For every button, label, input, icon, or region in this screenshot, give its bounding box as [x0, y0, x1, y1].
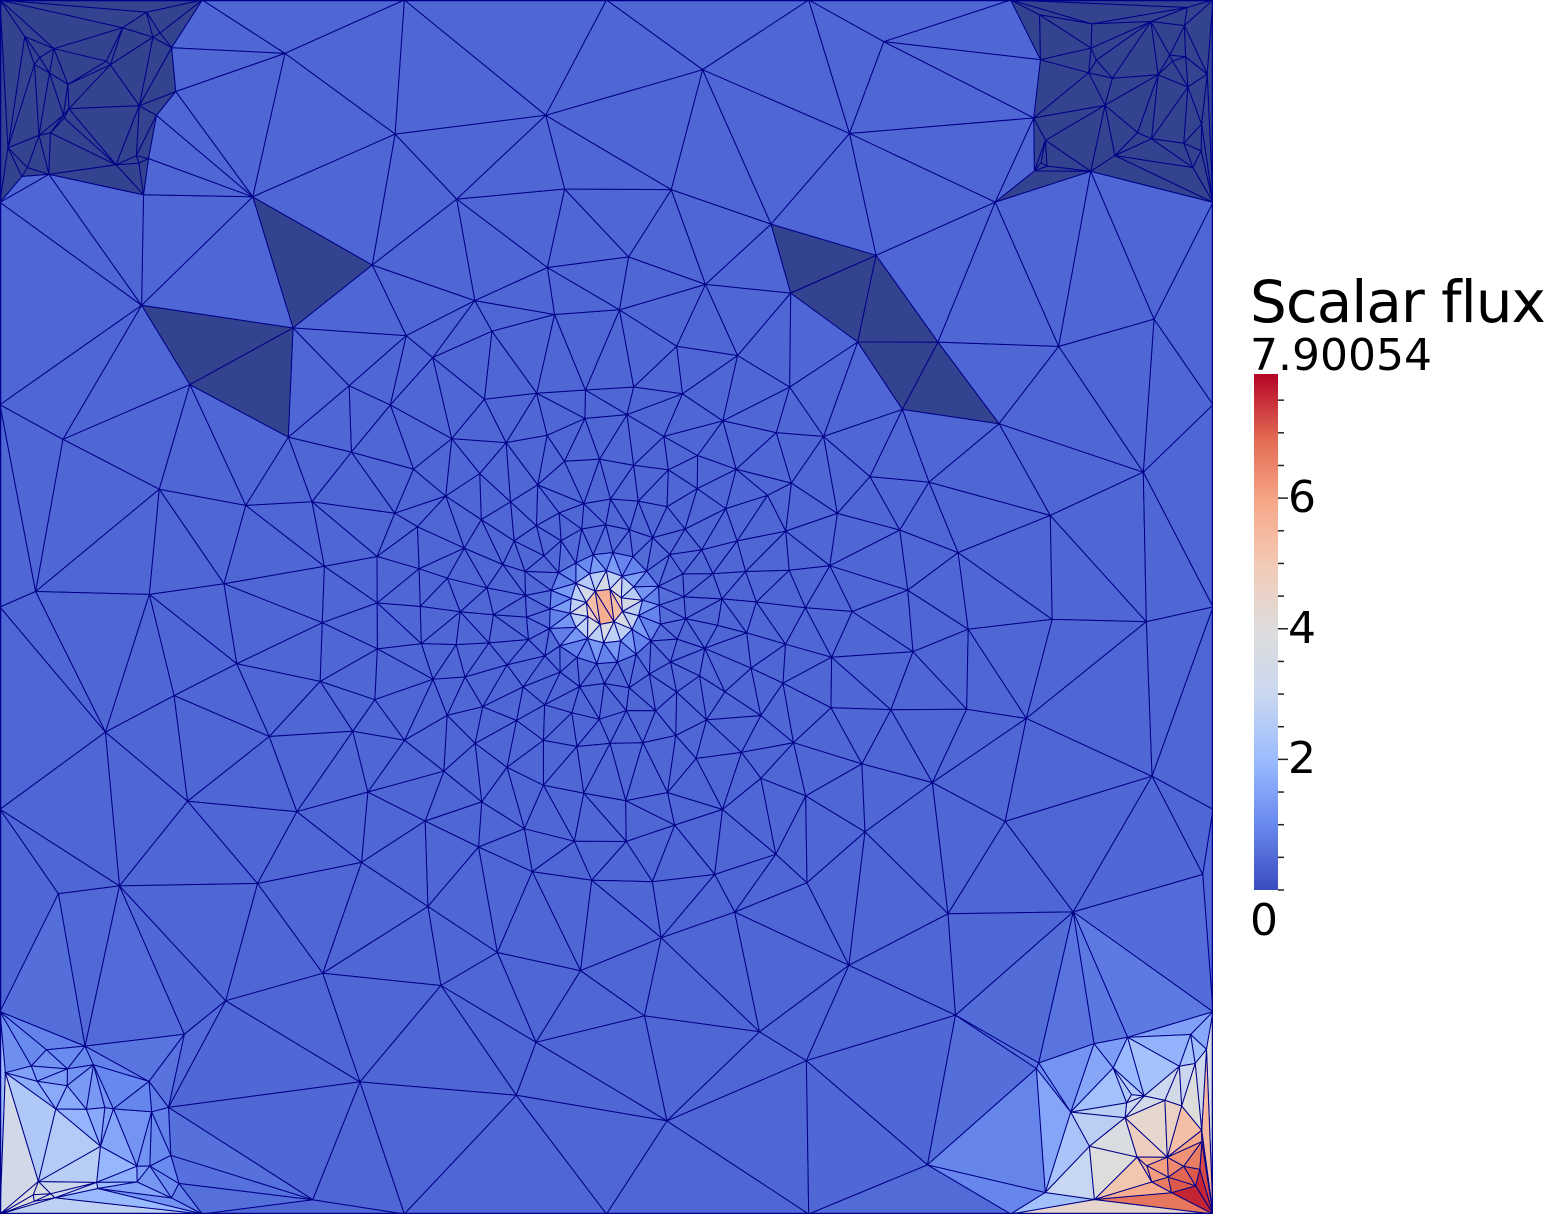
mesh-cell	[146, 11, 161, 38]
mesh-cell	[23, 35, 56, 58]
mesh-cell	[394, 114, 548, 200]
mesh-cell	[112, 1080, 153, 1113]
legend-max-label: 7.90054	[1250, 330, 1432, 381]
mesh-edges	[0, 0, 1215, 1216]
colorbar-tick-label: 6	[1288, 472, 1316, 524]
mesh-cell	[1104, 73, 1160, 134]
mesh-cell	[1112, 1067, 1146, 1097]
mesh-cell	[1182, 1139, 1203, 1170]
colorbar-tick-label: 2	[1288, 733, 1316, 785]
mesh-cell	[1032, 162, 1049, 173]
mesh-cell	[1181, 1063, 1203, 1132]
mesh-cell	[3, 1065, 38, 1082]
mesh-cell	[63, 107, 117, 166]
mesh-plot	[0, 0, 1215, 1216]
legend-title: Scalar flux	[1250, 268, 1544, 336]
mesh-cell	[1149, 20, 1186, 57]
mesh-cell	[37, 1108, 102, 1183]
mesh-cell	[544, 0, 704, 117]
mesh-cell	[53, 47, 108, 86]
mesh-cell	[115, 105, 140, 166]
mesh-cell	[1039, 14, 1093, 50]
mesh-cell	[1183, 25, 1208, 75]
mesh-cell	[515, 1094, 668, 1215]
mesh-cell	[135, 115, 157, 160]
mesh-cell	[0, 590, 106, 733]
colorbar	[1254, 374, 1288, 891]
mesh-cell	[1201, 1130, 1214, 1215]
legend-min-label: 0	[1250, 895, 1278, 946]
mesh-cell	[35, 1068, 68, 1087]
mesh-cell	[38, 114, 64, 136]
mesh-cell	[1032, 72, 1106, 119]
mesh-cell	[1168, 54, 1186, 62]
mesh-cell	[32, 1193, 51, 1203]
mesh-cell	[1182, 122, 1203, 152]
mesh-cell	[1025, 620, 1153, 777]
mesh-cell	[1167, 1176, 1198, 1194]
mesh-cell	[1072, 775, 1204, 913]
color-legend: Scalar flux 7.90054 2 4 6 0	[1230, 0, 1544, 1214]
mesh-cell	[0, 304, 143, 440]
mesh-viewport[interactable]	[0, 0, 1215, 1216]
colorbar-gradient	[1254, 374, 1278, 890]
colorbar-ticks	[1278, 399, 1288, 891]
mesh-cell	[97, 1181, 172, 1199]
mesh-cell	[7, 134, 40, 169]
mesh-cell	[62, 84, 70, 117]
mesh-cell	[0, 0, 26, 148]
mesh-cell	[1035, 1066, 1072, 1193]
colorbar-tick-label: 4	[1288, 602, 1316, 654]
mesh-cell	[138, 46, 177, 107]
mesh-cell	[1187, 73, 1208, 125]
mesh-cell	[1135, 1156, 1168, 1167]
mesh-cell	[1094, 1181, 1174, 1200]
mesh-cell	[1088, 1145, 1138, 1201]
